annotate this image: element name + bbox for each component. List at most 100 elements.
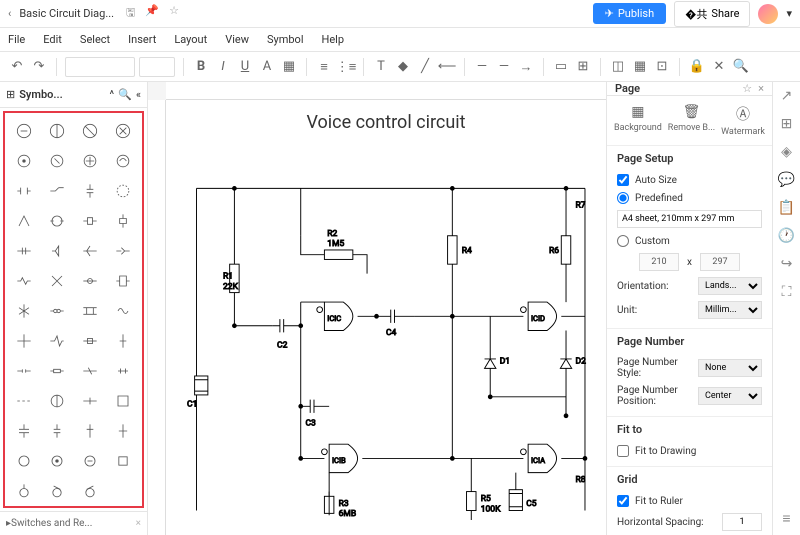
grid-icon[interactable]: ▦ — [631, 58, 649, 76]
symbol-item[interactable] — [42, 357, 73, 385]
symbol-item[interactable] — [107, 357, 138, 385]
symbol-item[interactable] — [75, 357, 106, 385]
publish-button[interactable]: ✈Publish — [593, 3, 666, 24]
switches-section[interactable]: Switches and Re... — [11, 518, 92, 529]
menu-symbol[interactable]: Symbol — [267, 33, 304, 46]
font-size[interactable] — [139, 57, 175, 77]
undo-icon[interactable]: ↶ — [8, 58, 26, 76]
symbol-item[interactable] — [9, 357, 40, 385]
star-icon[interactable]: ☆ — [169, 4, 179, 23]
avatar-chevron[interactable]: ▾ — [786, 7, 792, 20]
symbol-item[interactable] — [9, 417, 40, 445]
custom-width[interactable] — [639, 253, 679, 271]
symbol-item[interactable] — [75, 267, 106, 295]
pn-pos-select[interactable]: Center — [698, 387, 762, 405]
shape1-icon[interactable]: — — [473, 58, 491, 76]
paper-select[interactable] — [617, 210, 762, 228]
rt-expand-icon[interactable]: ⛶ — [782, 284, 792, 300]
symbol-item[interactable] — [75, 147, 106, 175]
symbol-item[interactable] — [107, 237, 138, 265]
italic-icon[interactable]: I — [214, 58, 232, 76]
rt-share-icon[interactable]: ↪ — [781, 256, 793, 272]
auto-size-check[interactable] — [617, 174, 629, 186]
symbol-item[interactable] — [42, 237, 73, 265]
underline-icon[interactable]: U — [236, 58, 254, 76]
rt-menu-icon[interactable]: ≡ — [782, 510, 790, 527]
rect-icon[interactable]: ▭ — [552, 58, 570, 76]
symbol-item[interactable] — [42, 267, 73, 295]
symbol-item[interactable] — [75, 117, 106, 145]
bold-icon[interactable]: B — [192, 58, 210, 76]
fill-icon[interactable]: ◆ — [394, 58, 412, 76]
symbol-item[interactable] — [9, 297, 40, 325]
remove-bg-button[interactable]: 🗑Remove B... — [668, 104, 715, 137]
redo-icon[interactable]: ↷ — [30, 58, 48, 76]
menu-file[interactable]: File — [8, 33, 25, 46]
symbol-item[interactable] — [9, 387, 40, 415]
menu-edit[interactable]: Edit — [43, 33, 62, 46]
rt-export-icon[interactable]: ↗ — [781, 88, 793, 104]
symbol-item[interactable] — [42, 417, 73, 445]
pin-panel-icon[interactable]: ☆ — [742, 82, 752, 95]
symbol-item[interactable] — [9, 147, 40, 175]
custom-radio[interactable] — [617, 235, 629, 247]
symbol-item[interactable] — [107, 267, 138, 295]
pn-style-select[interactable]: None — [698, 359, 762, 377]
menu-view[interactable]: View — [225, 33, 249, 46]
symbol-item[interactable] — [9, 267, 40, 295]
rt-grid-icon[interactable]: ⊞ — [781, 116, 793, 132]
predefined-radio[interactable] — [617, 192, 629, 204]
symbol-item[interactable] — [107, 117, 138, 145]
symbol-item[interactable] — [42, 297, 73, 325]
symbol-item[interactable] — [107, 447, 138, 475]
line-icon[interactable]: ╱ — [416, 58, 434, 76]
symbol-item[interactable] — [9, 477, 40, 505]
layer-icon[interactable]: ◫ — [609, 58, 627, 76]
connector-icon[interactable]: ⟵ — [438, 58, 456, 76]
rt-comment-icon[interactable]: 💬 — [778, 172, 795, 188]
symbol-item[interactable] — [75, 237, 106, 265]
unit-select[interactable]: Millim... — [698, 301, 762, 319]
symbol-item[interactable] — [107, 327, 138, 355]
symbol-item[interactable] — [42, 447, 73, 475]
symbol-item[interactable] — [9, 237, 40, 265]
symbol-item[interactable] — [42, 207, 73, 235]
share-button[interactable]: �共Share — [674, 1, 750, 27]
symbol-item[interactable] — [9, 177, 40, 205]
fit-drawing-check[interactable] — [617, 445, 629, 457]
background-button[interactable]: ▦Background — [614, 104, 662, 137]
symbol-item[interactable] — [75, 207, 106, 235]
save-icon[interactable]: 🖫 — [126, 4, 135, 23]
close-panel-icon[interactable]: × — [758, 82, 764, 95]
symbol-item[interactable] — [75, 177, 106, 205]
menu-insert[interactable]: Insert — [128, 33, 156, 46]
symbol-item[interactable] — [42, 387, 73, 415]
highlight-icon[interactable]: ▦ — [280, 58, 298, 76]
hspacing-input[interactable] — [722, 513, 762, 531]
symbol-item[interactable] — [9, 447, 40, 475]
symbol-item[interactable] — [75, 327, 106, 355]
symbol-item[interactable] — [9, 117, 40, 145]
symbol-item[interactable] — [42, 117, 73, 145]
symbol-item[interactable] — [75, 477, 106, 505]
rt-history-icon[interactable]: 🕐 — [778, 228, 795, 244]
search-icon[interactable]: 🔍 — [732, 58, 750, 76]
close-section-icon[interactable]: × — [136, 518, 141, 529]
list-icon[interactable]: ⋮≡ — [337, 58, 355, 76]
symbol-item[interactable] — [42, 327, 73, 355]
custom-height[interactable] — [700, 253, 740, 271]
menu-layout[interactable]: Layout — [174, 33, 207, 46]
rt-clipboard-icon[interactable]: 📋 — [778, 200, 795, 216]
symbol-item[interactable] — [42, 477, 73, 505]
symbol-item[interactable] — [107, 387, 138, 415]
font-select[interactable] — [65, 57, 135, 77]
group-icon[interactable]: ⊞ — [574, 58, 592, 76]
menu-select[interactable]: Select — [80, 33, 110, 46]
rt-layers-icon[interactable]: ◈ — [781, 144, 792, 160]
chevron-up-icon[interactable]: ^ — [110, 88, 115, 101]
symbol-item[interactable] — [107, 177, 138, 205]
font-color-icon[interactable]: A — [258, 58, 276, 76]
symbol-item[interactable] — [107, 417, 138, 445]
symbol-item[interactable] — [75, 417, 106, 445]
text-icon[interactable]: T — [372, 58, 390, 76]
